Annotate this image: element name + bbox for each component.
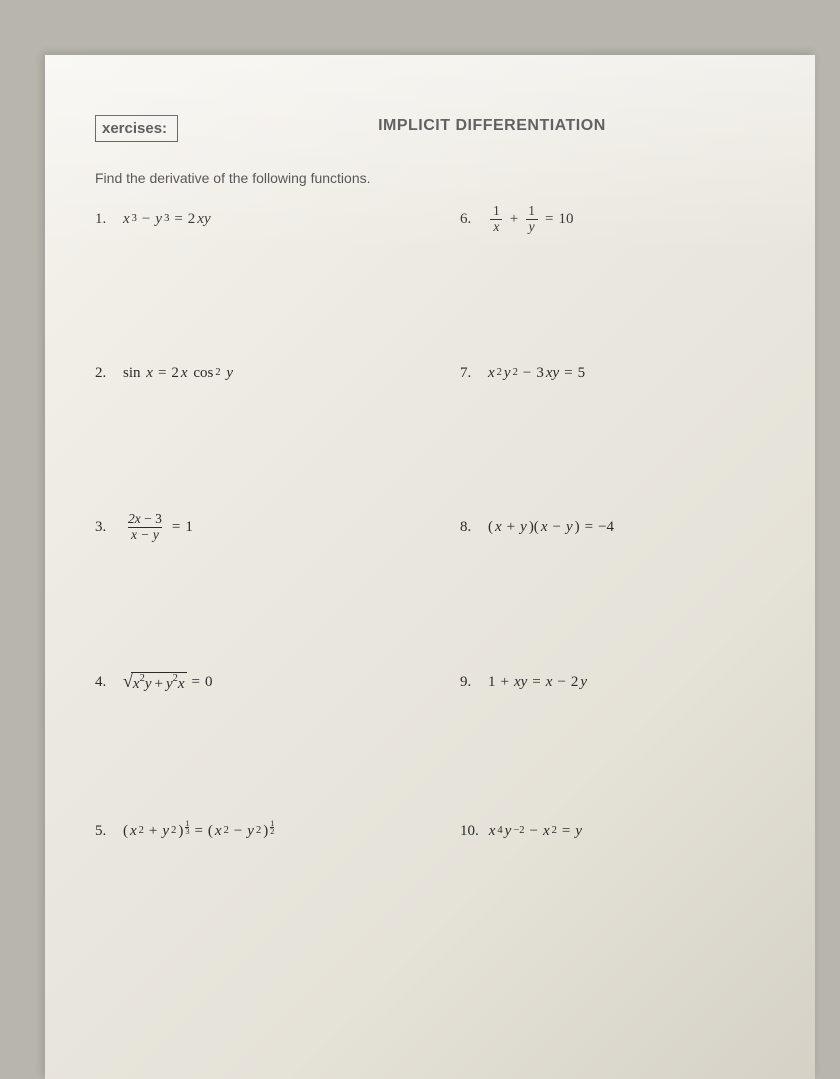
problem-equation: x2y2−3xy=5 xyxy=(488,365,585,382)
problem-8: 8. (x+y)(x−y)=−4 xyxy=(460,512,765,543)
problem-10: 10. x4y−2−x2=y xyxy=(460,823,765,840)
problem-4: 4. √ x2y+y2x =0 xyxy=(95,672,400,693)
worksheet-paper: xercises: IMPLICIT DIFFERENTIATION Find … xyxy=(45,55,815,1079)
problem-number: 4. xyxy=(95,674,113,691)
problem-equation: (x+y)(x−y)=−4 xyxy=(488,519,614,536)
exercises-label: xercises: xyxy=(102,120,167,137)
problem-2: 2. sin x=2x cos2 y xyxy=(95,365,400,382)
exercises-label-box: xercises: xyxy=(95,115,178,142)
problem-equation: 1+xy=x−2y xyxy=(488,674,587,691)
problem-7: 7. x2y2−3xy=5 xyxy=(460,365,765,382)
problem-equation: 1x + 1y =10 xyxy=(488,204,573,235)
problem-6: 6. 1x + 1y =10 xyxy=(460,204,765,235)
problem-1: 1. x3−y3=2xy xyxy=(95,204,400,235)
problem-number: 2. xyxy=(95,365,113,382)
problem-number: 1. xyxy=(95,211,113,228)
instruction-text: Find the derivative of the following fun… xyxy=(95,170,765,186)
problem-equation: x3−y3=2xy xyxy=(123,211,211,228)
problem-number: 5. xyxy=(95,823,113,840)
problem-number: 9. xyxy=(460,674,478,691)
problem-number: 7. xyxy=(460,365,478,382)
problem-number: 3. xyxy=(95,519,113,536)
problem-equation: √ x2y+y2x =0 xyxy=(123,672,213,693)
problem-3: 3. 2x − 3 x − y =1 xyxy=(95,512,400,543)
problem-equation: 2x − 3 x − y =1 xyxy=(123,512,193,543)
header-row: xercises: IMPLICIT DIFFERENTIATION xyxy=(95,115,765,142)
problems-grid: 1. x3−y3=2xy 6. 1x + 1y =10 2. sin x=2x … xyxy=(95,204,765,840)
problem-number: 10. xyxy=(460,823,479,840)
problem-9: 9. 1+xy=x−2y xyxy=(460,672,765,693)
problem-equation: sin x=2x cos2 y xyxy=(123,365,233,382)
problem-5: 5. (x2+y2)13 = (x2−y2)12 xyxy=(95,823,400,840)
page-title: IMPLICIT DIFFERENTIATION xyxy=(378,117,606,135)
problem-equation: x4y−2−x2=y xyxy=(489,823,582,840)
problem-equation: (x2+y2)13 = (x2−y2)12 xyxy=(123,823,274,840)
problem-number: 6. xyxy=(460,211,478,228)
problem-number: 8. xyxy=(460,519,478,536)
